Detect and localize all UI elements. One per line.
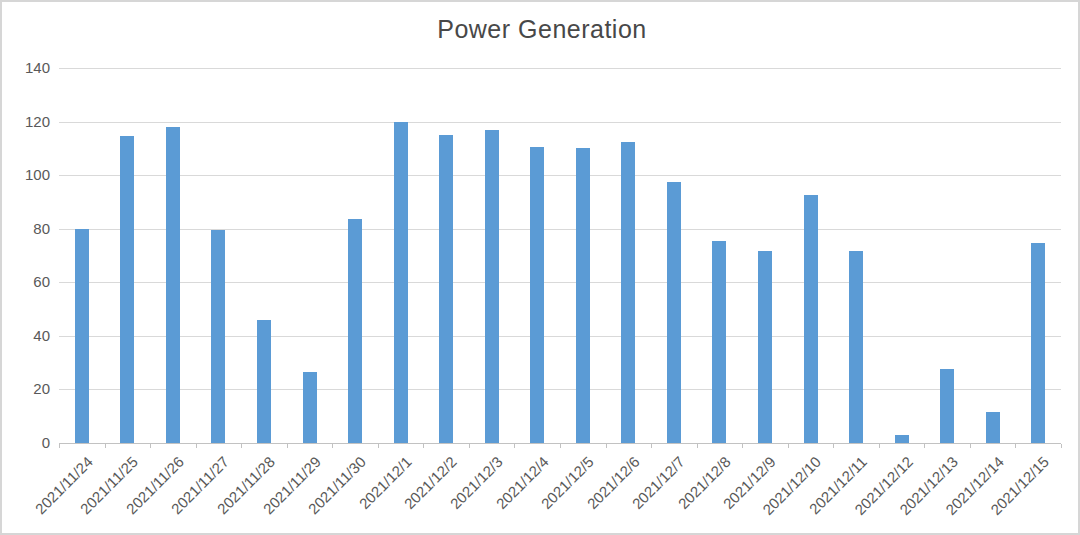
x-axis-tick — [788, 444, 789, 448]
x-axis-tick — [833, 444, 834, 448]
bar[interactable] — [257, 320, 271, 443]
x-axis-tick — [879, 444, 880, 448]
bar[interactable] — [439, 135, 453, 443]
x-axis-tick — [469, 444, 470, 448]
x-axis-tick — [423, 444, 424, 448]
x-axis-tick — [1015, 444, 1016, 448]
bar[interactable] — [758, 251, 772, 443]
x-axis-tick — [651, 444, 652, 448]
bar[interactable] — [986, 412, 1000, 443]
y-axis-label: 140 — [6, 59, 50, 77]
x-axis-tick — [742, 444, 743, 448]
bar[interactable] — [485, 130, 499, 443]
y-axis-label: 120 — [6, 113, 50, 131]
chart-title: Power Generation — [2, 15, 1080, 44]
gridline — [59, 175, 1061, 176]
x-axis-tick — [241, 444, 242, 448]
bar[interactable] — [530, 147, 544, 443]
y-axis-label: 60 — [6, 273, 50, 291]
gridline — [59, 122, 1061, 123]
bar[interactable] — [211, 230, 225, 443]
x-axis-tick — [970, 444, 971, 448]
gridline — [59, 229, 1061, 230]
bar[interactable] — [75, 229, 89, 443]
x-axis-tick — [59, 444, 60, 448]
x-axis-tick — [924, 444, 925, 448]
bar[interactable] — [576, 148, 590, 443]
bar[interactable] — [394, 122, 408, 443]
bar[interactable] — [348, 219, 362, 443]
x-axis-tick — [697, 444, 698, 448]
bar[interactable] — [303, 372, 317, 443]
y-axis-label: 20 — [6, 380, 50, 398]
bar[interactable] — [120, 136, 134, 443]
chart-frame: Power Generation 0204060801001201402021/… — [0, 0, 1080, 535]
gridline — [59, 389, 1061, 390]
gridline — [59, 336, 1061, 337]
bar[interactable] — [667, 182, 681, 443]
x-axis-tick — [332, 444, 333, 448]
x-axis-tick — [105, 444, 106, 448]
bar[interactable] — [940, 369, 954, 443]
x-axis-tick — [287, 444, 288, 448]
gridline — [59, 282, 1061, 283]
x-axis-tick — [196, 444, 197, 448]
x-axis-tick — [606, 444, 607, 448]
gridline — [59, 68, 1061, 69]
bar[interactable] — [166, 127, 180, 443]
bar[interactable] — [849, 251, 863, 443]
x-axis-tick — [150, 444, 151, 448]
bar[interactable] — [1031, 243, 1045, 443]
y-axis-label: 100 — [6, 166, 50, 184]
bar[interactable] — [895, 435, 909, 443]
y-axis-label: 40 — [6, 327, 50, 345]
bar[interactable] — [621, 142, 635, 443]
x-axis-tick — [514, 444, 515, 448]
x-axis-tick — [1061, 444, 1062, 448]
x-axis-tick — [560, 444, 561, 448]
x-axis-tick — [378, 444, 379, 448]
bar[interactable] — [712, 241, 726, 443]
bar[interactable] — [804, 195, 818, 443]
y-axis-label: 80 — [6, 220, 50, 238]
y-axis-label: 0 — [6, 434, 50, 452]
